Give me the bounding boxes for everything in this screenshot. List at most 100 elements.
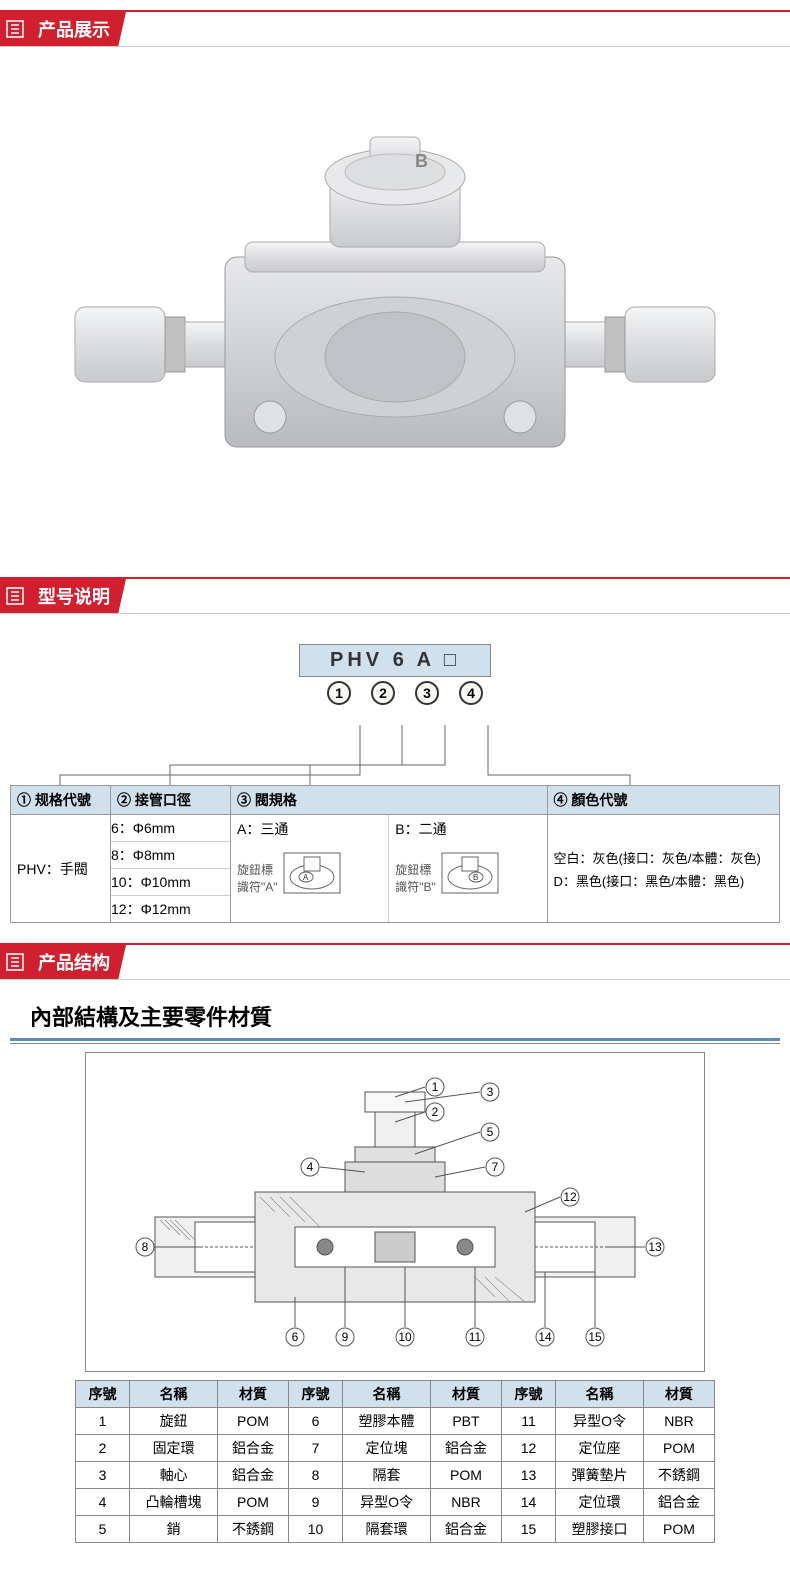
size-6: 6：Φ6mm [111,815,230,842]
table-row: 4凸輪槽塊POM9异型O令NBR14定位環鋁合金 [76,1489,715,1516]
valve-a-icon: A [282,851,342,895]
svg-text:2: 2 [432,1105,439,1119]
parts-cell: PBT [430,1408,501,1435]
color-1: 空白：灰色(接口：灰色/本體：灰色) [554,848,773,867]
svg-text:13: 13 [648,1240,662,1254]
ph-name-3: 名稱 [556,1381,644,1408]
parts-cell: 14 [501,1489,555,1516]
list-icon [0,945,30,979]
table-row: 3軸心鋁合金8隔套POM13彈簧墊片不銹鋼 [76,1462,715,1489]
table-row: 1旋鈕POM6塑膠本體PBT11异型O令NBR [76,1408,715,1435]
parts-cell: 5 [76,1516,130,1543]
ph-mat-1: 材質 [217,1381,288,1408]
ph-name-2: 名稱 [343,1381,431,1408]
parts-cell: 6 [288,1408,342,1435]
parts-cell: 不銹鋼 [643,1462,714,1489]
parts-cell: POM [217,1408,288,1435]
parts-table: 序號 名稱 材質 序號 名稱 材質 序號 名稱 材質 1旋鈕POM6塑膠本體PB… [75,1380,715,1543]
section-header-display: 产品展示 [0,10,790,47]
svg-text:5: 5 [487,1125,494,1139]
valve-a-d2: 識符"A" [237,878,278,895]
parts-cell: 13 [501,1462,555,1489]
svg-text:15: 15 [588,1330,602,1344]
parts-cell: 鋁合金 [217,1462,288,1489]
parts-cell: 彈簧墊片 [556,1462,644,1489]
svg-text:10: 10 [398,1330,412,1344]
parts-cell: 旋鈕 [130,1408,218,1435]
parts-cell: POM [217,1489,288,1516]
svg-text:3: 3 [487,1085,494,1099]
parts-cell: 9 [288,1489,342,1516]
parts-cell: 不銹鋼 [217,1516,288,1543]
valve-b-icon: B [440,851,500,895]
ph-mat-2: 材質 [430,1381,501,1408]
parts-cell: 塑膠本體 [343,1408,431,1435]
ph-mat-3: 材質 [643,1381,714,1408]
parts-cell: 鋁合金 [430,1435,501,1462]
parts-cell: 10 [288,1516,342,1543]
parts-cell: 8 [288,1462,342,1489]
svg-text:4: 4 [307,1160,314,1174]
valve-b-d2: 識符"B" [395,878,436,895]
size-12: 12：Φ12mm [111,896,230,922]
parts-cell: 定位塊 [343,1435,431,1462]
svg-text:12: 12 [563,1190,577,1204]
svg-text:8: 8 [142,1240,149,1254]
parts-cell: 7 [288,1435,342,1462]
spec-model: PHV：手閥 [11,815,111,923]
connector-lines [10,725,780,785]
svg-text:11: 11 [469,1330,482,1344]
color-2: D：黑色(接口：黑色/本體：黑色) [554,871,773,890]
model-code: PHV 6 A □ [299,644,491,677]
section-title-structure: 产品结构 [30,945,126,979]
parts-cell: POM [643,1435,714,1462]
product-image: B [0,47,790,567]
parts-cell: 1 [76,1408,130,1435]
parts-cell: 15 [501,1516,555,1543]
structure-title: 內部結構及主要零件材質 [10,990,780,1041]
valve-b-label: B：二通 [395,819,540,839]
index-2: 2 [371,681,395,705]
parts-cell: POM [643,1516,714,1543]
svg-text:1: 1 [432,1080,439,1094]
parts-cell: 4 [76,1489,130,1516]
ph-seq-1: 序號 [76,1381,130,1408]
spec-h3: ③ 閥規格 [231,786,548,815]
index-1: 1 [327,681,351,705]
parts-cell: 12 [501,1435,555,1462]
spec-h4: ④ 顏色代號 [547,786,779,815]
svg-text:A: A [303,873,309,882]
parts-cell: 固定環 [130,1435,218,1462]
svg-text:9: 9 [342,1330,349,1344]
parts-cell: 塑膠接口 [556,1516,644,1543]
index-4: 4 [459,681,483,705]
parts-cell: NBR [430,1489,501,1516]
size-10: 10：Φ10mm [111,869,230,896]
parts-cell: 异型O令 [556,1408,644,1435]
parts-cell: 异型O令 [343,1489,431,1516]
structure-area: 內部結構及主要零件材質 [0,980,790,1573]
ph-seq-2: 序號 [288,1381,342,1408]
list-icon [0,579,30,613]
svg-text:B: B [473,873,478,882]
spec-h1: ① 规格代號 [11,786,111,815]
svg-text:7: 7 [492,1160,499,1174]
valve-a-d1: 旋鈕標 [237,861,278,878]
parts-cell: 鋁合金 [643,1489,714,1516]
valve-a-label: A：三通 [237,819,382,839]
list-icon [0,12,30,46]
parts-cell: 軸心 [130,1462,218,1489]
section-header-structure: 产品结构 [0,943,790,980]
parts-cell: NBR [643,1408,714,1435]
size-8: 8：Φ8mm [111,842,230,869]
table-row: 2固定環鋁合金7定位塊鋁合金12定位座POM [76,1435,715,1462]
parts-cell: 11 [501,1408,555,1435]
parts-cell: 隔套 [343,1462,431,1489]
parts-cell: POM [430,1462,501,1489]
section-title-display: 产品展示 [30,12,126,46]
model-area: PHV 6 A □ 1 2 3 4 ① 规格代號 ② 接管口徑 ③ 閥規格 ④ … [0,614,790,933]
svg-text:6: 6 [292,1330,299,1344]
ph-seq-3: 序號 [501,1381,555,1408]
spec-h2: ② 接管口徑 [111,786,231,815]
spec-table: ① 规格代號 ② 接管口徑 ③ 閥規格 ④ 顏色代號 PHV：手閥 6：Φ6mm… [10,785,780,923]
